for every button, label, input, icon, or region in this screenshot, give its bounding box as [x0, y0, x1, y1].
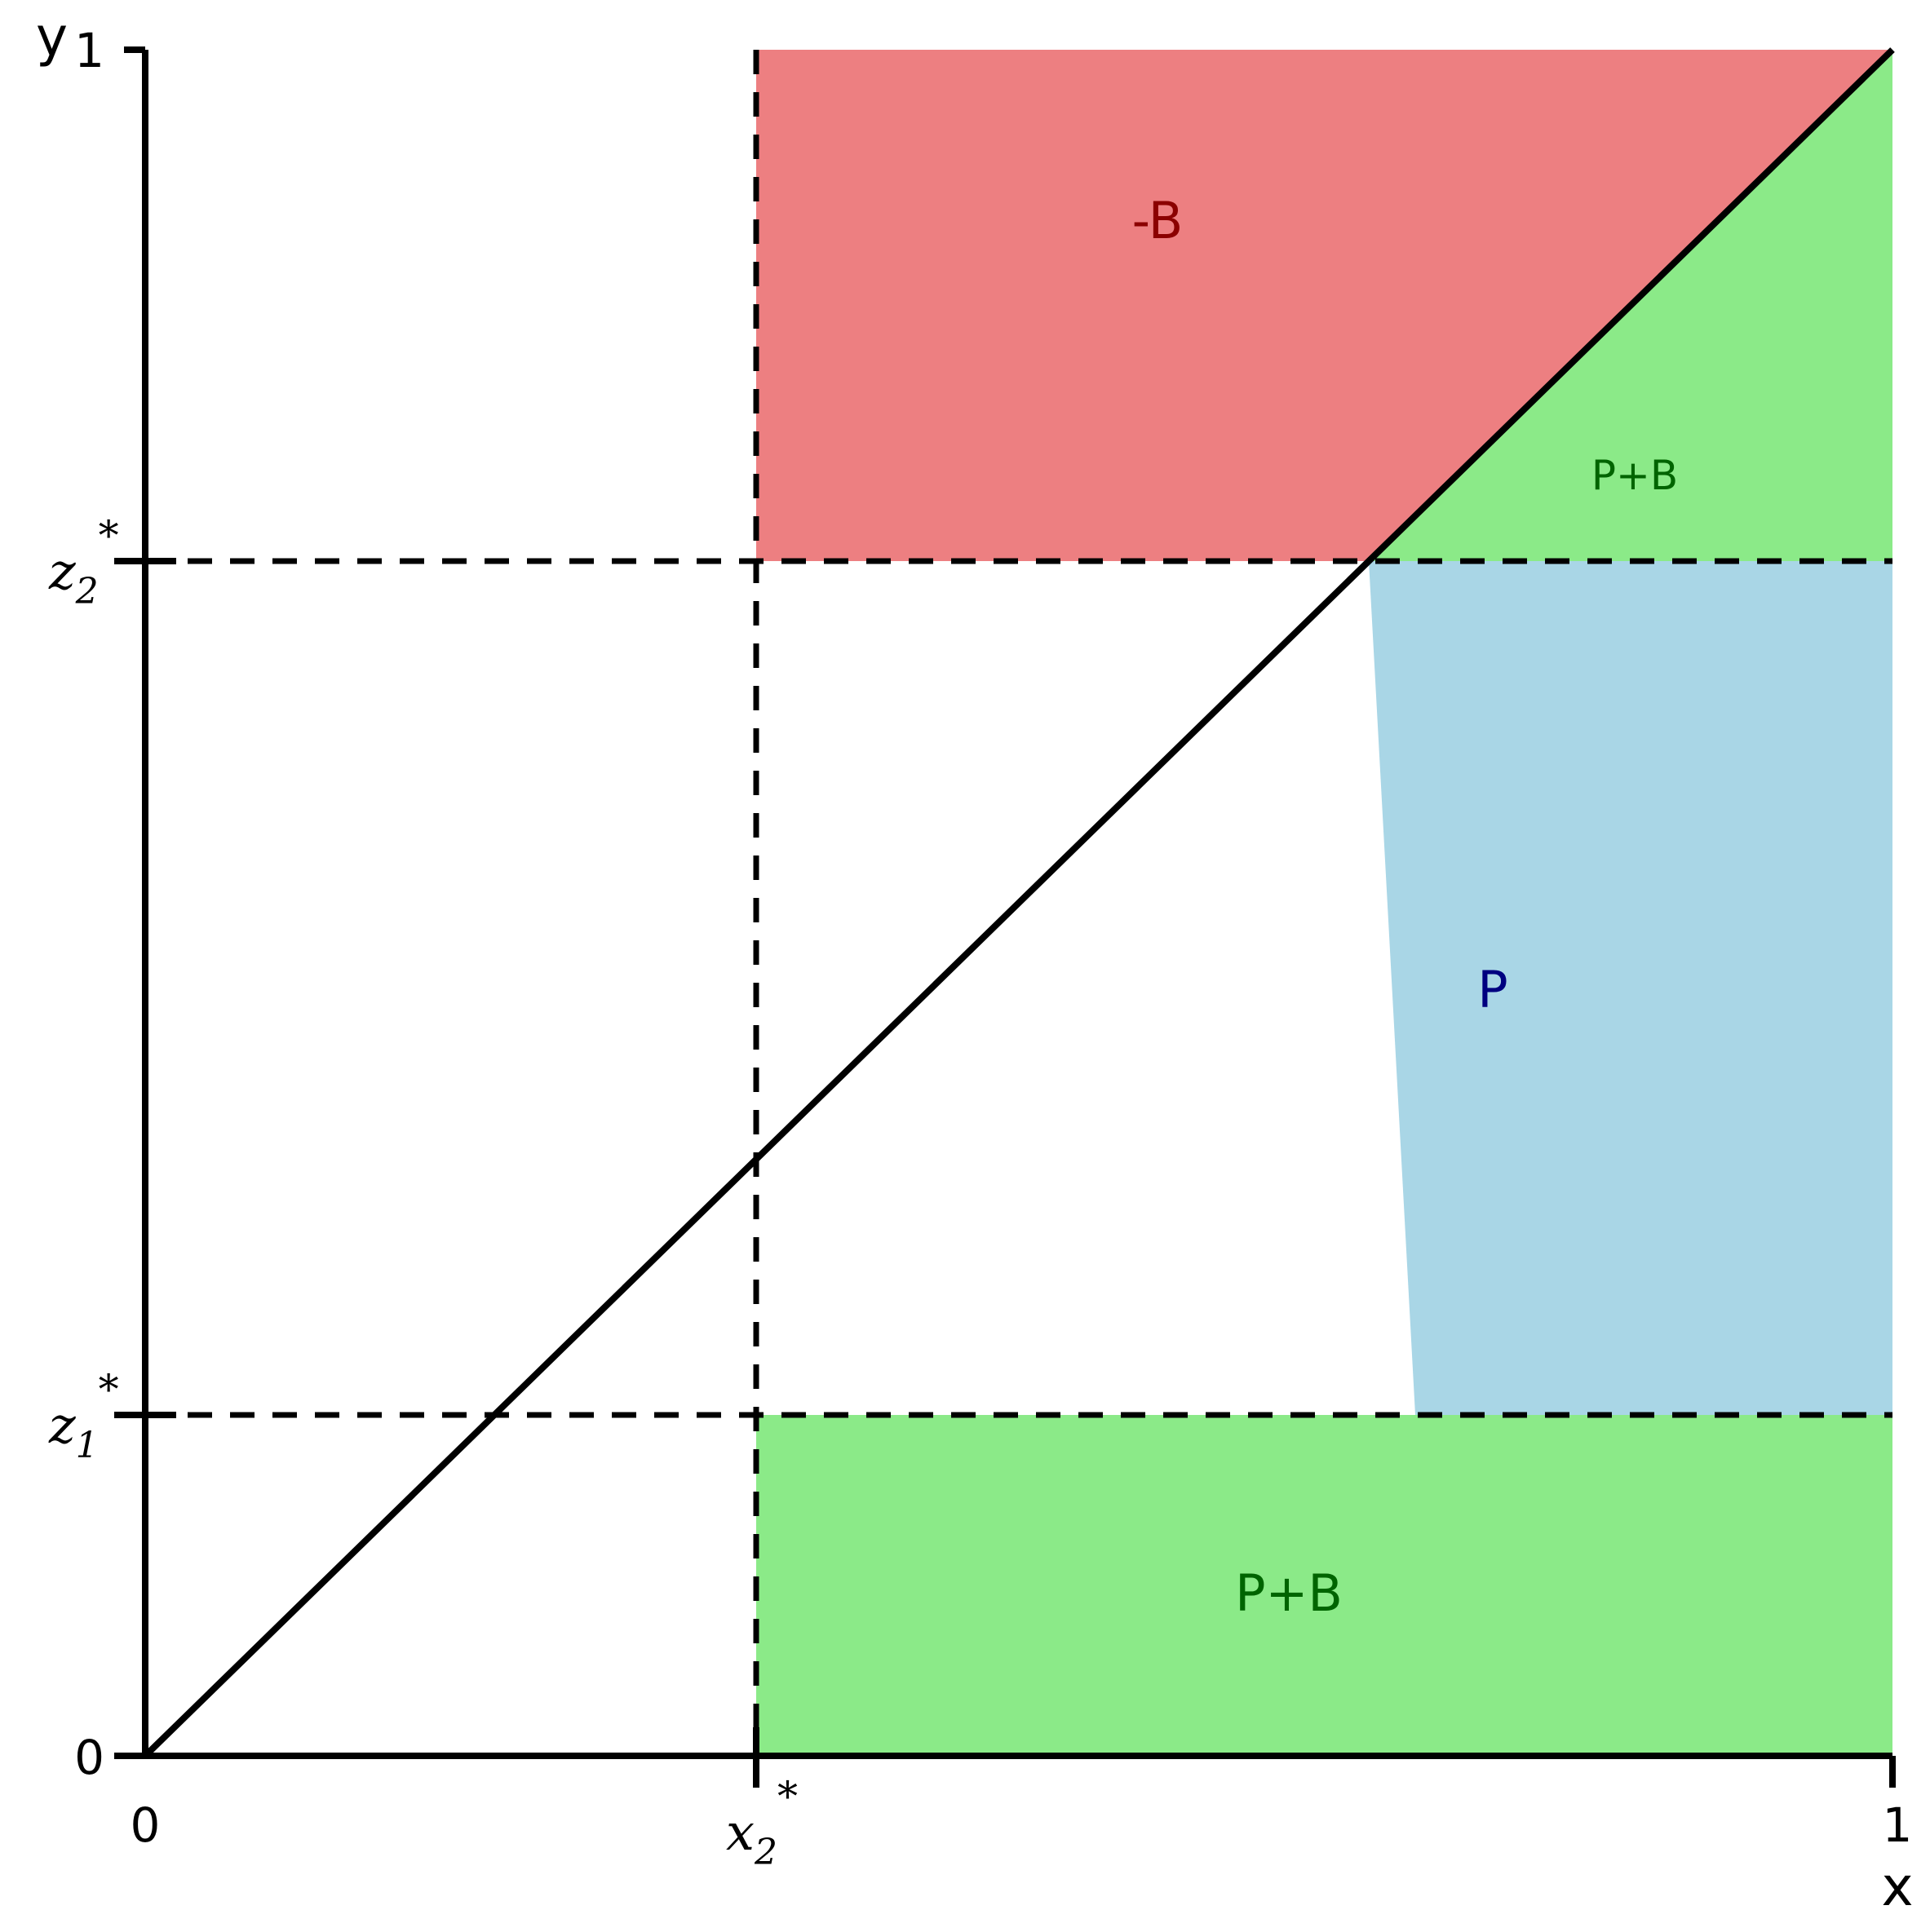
- y-axis-tick-z1-label: z1*: [48, 1366, 119, 1466]
- diagonal-line: [143, 47, 1895, 1758]
- region-p-plus-b-lower-label: P+B: [1235, 1563, 1343, 1623]
- svg-text:z1*: z1*: [48, 1366, 119, 1466]
- region-p-label: P: [1477, 960, 1507, 1019]
- z2-subscript: 2: [75, 571, 99, 612]
- y-axis-tick-0-label: 0: [74, 1730, 104, 1785]
- z1-base: z: [48, 1395, 76, 1455]
- y-axis-tick-z2-label: z2*: [48, 512, 119, 612]
- region-minus-b-fill: [756, 50, 1892, 561]
- z2-superscript: *: [99, 512, 119, 559]
- x-axis-tick-0-label: 0: [131, 1797, 161, 1853]
- x2-subscript: 2: [754, 1832, 777, 1873]
- region-p-fill: [1369, 561, 1892, 1415]
- region-p-plus-b-lower-fill: [756, 1415, 1892, 1756]
- z1-subscript: 1: [76, 1425, 99, 1466]
- svg-text:x2*: x2*: [726, 1773, 798, 1873]
- x2-superscript: *: [777, 1773, 798, 1820]
- z1-superscript: *: [99, 1366, 119, 1413]
- region-minus-b-label: -B: [1132, 191, 1184, 250]
- x-axis-name-label: x: [1881, 1855, 1913, 1918]
- region-p-plus-b-upper-label: P+B: [1591, 452, 1678, 499]
- y-axis-tick-1-label: 1: [74, 23, 104, 78]
- z2-base: z: [48, 542, 76, 601]
- x-axis-tick-1-label: 1: [1883, 1797, 1913, 1853]
- svg-text:z2*: z2*: [48, 512, 119, 612]
- y-axis-name-label: y: [36, 6, 68, 69]
- x-axis-tick-x2-label: x2*: [726, 1773, 798, 1873]
- x2-base: x: [726, 1802, 755, 1862]
